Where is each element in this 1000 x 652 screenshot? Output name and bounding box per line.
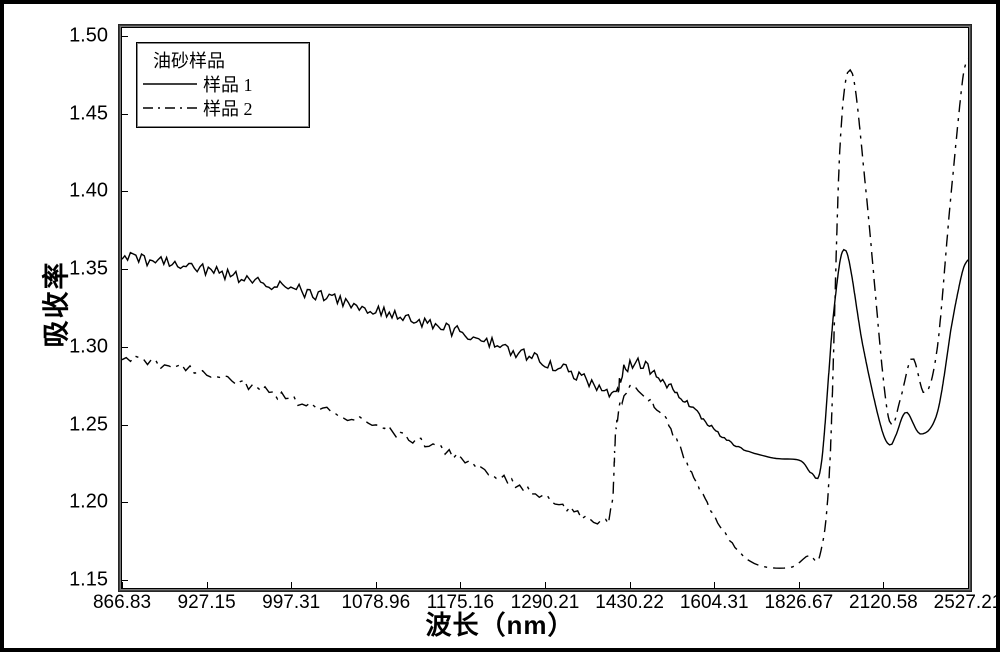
legend-row: 样品 1	[141, 73, 253, 95]
x-tick-mark	[460, 582, 461, 588]
x-tick-label: 2120.58	[849, 592, 918, 614]
x-tick-mark	[799, 582, 800, 588]
x-tick-mark	[122, 582, 123, 588]
legend-swatch	[141, 74, 199, 94]
x-tick-mark	[630, 582, 631, 588]
y-tick-label: 1.45	[40, 102, 108, 125]
y-tick-label: 1.35	[40, 258, 108, 281]
legend: 油砂样品 样品 1 样品 2	[136, 42, 310, 128]
y-tick-label: 1.20	[40, 491, 108, 514]
y-tick-mark	[122, 269, 128, 270]
x-tick-mark	[376, 582, 377, 588]
x-tick-mark	[714, 582, 715, 588]
x-tick-label: 927.15	[178, 592, 236, 614]
x-tick-label: 1290.21	[511, 592, 580, 614]
x-tick-mark	[968, 582, 969, 588]
legend-row: 样品 2	[141, 97, 253, 119]
y-tick-mark	[122, 191, 128, 192]
x-axis-label: 波长（nm）	[4, 605, 996, 642]
x-tick-mark	[291, 582, 292, 588]
y-tick-mark	[122, 502, 128, 503]
y-tick-label: 1.50	[40, 24, 108, 47]
figure-frame: 吸收率 波长（nm） 1.151.201.251.301.351.401.451…	[0, 0, 1000, 652]
y-tick-mark	[122, 114, 128, 115]
series-line	[122, 59, 968, 568]
x-tick-label: 1826.67	[764, 592, 833, 614]
y-tick-mark	[122, 425, 128, 426]
x-tick-label: 997.31	[262, 592, 320, 614]
x-tick-mark	[883, 582, 884, 588]
y-tick-label: 1.30	[40, 335, 108, 358]
x-tick-mark	[545, 582, 546, 588]
y-tick-label: 1.15	[40, 569, 108, 592]
legend-label: 样品 2	[203, 95, 253, 121]
x-tick-mark	[207, 582, 208, 588]
x-tick-label: 1604.31	[680, 592, 749, 614]
x-tick-label: 1430.22	[595, 592, 664, 614]
x-tick-label: 1175.16	[427, 592, 494, 614]
legend-title: 油砂样品	[153, 47, 225, 73]
x-tick-label: 1078.96	[341, 592, 410, 614]
y-tick-label: 1.40	[40, 180, 108, 203]
legend-swatch	[141, 98, 199, 118]
legend-label: 样品 1	[203, 71, 253, 97]
series-line	[122, 250, 968, 479]
y-tick-mark	[122, 36, 128, 37]
x-tick-label: 2527.21	[934, 592, 1000, 614]
x-tick-label: 866.83	[93, 592, 151, 614]
y-tick-label: 1.25	[40, 413, 108, 436]
y-tick-mark	[122, 347, 128, 348]
